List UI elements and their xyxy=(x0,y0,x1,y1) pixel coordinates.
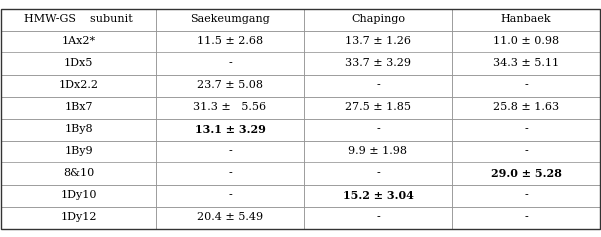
Bar xyxy=(156,163,304,184)
Bar xyxy=(452,141,600,163)
Text: 25.8 ± 1.63: 25.8 ± 1.63 xyxy=(493,102,559,113)
Bar xyxy=(304,96,452,118)
Bar xyxy=(156,31,304,53)
Text: -: - xyxy=(524,81,528,91)
Bar xyxy=(304,74,452,96)
Bar xyxy=(304,53,452,74)
Bar xyxy=(1,206,156,228)
Bar xyxy=(452,184,600,206)
Text: -: - xyxy=(524,213,528,223)
Text: -: - xyxy=(376,213,380,223)
Bar xyxy=(452,31,600,53)
Text: Chapingo: Chapingo xyxy=(351,14,405,24)
Text: -: - xyxy=(228,146,232,156)
Text: Hanbaek: Hanbaek xyxy=(501,14,551,24)
Bar xyxy=(1,184,156,206)
Text: HMW-GS    subunit: HMW-GS subunit xyxy=(24,14,133,24)
Bar xyxy=(1,141,156,163)
Bar xyxy=(304,163,452,184)
Text: Saekeumgang: Saekeumgang xyxy=(190,14,270,24)
Bar xyxy=(156,9,304,31)
Bar xyxy=(1,53,156,74)
Bar xyxy=(452,53,600,74)
Text: 1Dx5: 1Dx5 xyxy=(64,59,93,68)
Text: 13.7 ± 1.26: 13.7 ± 1.26 xyxy=(345,36,411,46)
Bar xyxy=(452,74,600,96)
Bar xyxy=(1,9,156,31)
Text: -: - xyxy=(524,191,528,201)
Text: -: - xyxy=(228,59,232,68)
Text: -: - xyxy=(376,124,380,135)
Text: 1Bx7: 1Bx7 xyxy=(64,102,93,113)
Bar xyxy=(156,118,304,141)
Text: 34.3 ± 5.11: 34.3 ± 5.11 xyxy=(493,59,559,68)
Text: 31.3 ±   5.56: 31.3 ± 5.56 xyxy=(194,102,267,113)
Bar xyxy=(304,118,452,141)
Bar xyxy=(156,74,304,96)
Text: 11.0 ± 0.98: 11.0 ± 0.98 xyxy=(493,36,559,46)
Text: 1Dx2.2: 1Dx2.2 xyxy=(58,81,99,91)
Bar xyxy=(1,96,156,118)
Text: 20.4 ± 5.49: 20.4 ± 5.49 xyxy=(197,213,263,223)
Bar xyxy=(1,118,156,141)
Text: 13.1 ± 3.29: 13.1 ± 3.29 xyxy=(195,124,266,135)
Bar xyxy=(156,206,304,228)
Text: 1By9: 1By9 xyxy=(64,146,93,156)
Text: 9.9 ± 1.98: 9.9 ± 1.98 xyxy=(349,146,407,156)
Text: 1Dy10: 1Dy10 xyxy=(60,191,97,201)
Bar xyxy=(304,184,452,206)
Bar xyxy=(1,163,156,184)
Text: -: - xyxy=(228,191,232,201)
Bar xyxy=(304,141,452,163)
Bar xyxy=(1,74,156,96)
Text: -: - xyxy=(524,124,528,135)
Text: 33.7 ± 3.29: 33.7 ± 3.29 xyxy=(345,59,411,68)
Bar xyxy=(156,96,304,118)
Bar xyxy=(452,118,600,141)
Text: -: - xyxy=(228,169,232,178)
Bar xyxy=(1,31,156,53)
Text: 1Dy12: 1Dy12 xyxy=(60,213,97,223)
Bar xyxy=(452,163,600,184)
Bar xyxy=(304,206,452,228)
Bar xyxy=(452,206,600,228)
Text: 1Ax2*: 1Ax2* xyxy=(61,36,96,46)
Text: 29.0 ± 5.28: 29.0 ± 5.28 xyxy=(490,168,561,179)
Text: 11.5 ± 2.68: 11.5 ± 2.68 xyxy=(197,36,263,46)
Text: 15.2 ± 3.04: 15.2 ± 3.04 xyxy=(343,190,413,201)
Text: 1By8: 1By8 xyxy=(64,124,93,135)
Bar xyxy=(304,31,452,53)
Text: 27.5 ± 1.85: 27.5 ± 1.85 xyxy=(345,102,411,113)
Text: -: - xyxy=(376,81,380,91)
Bar xyxy=(156,184,304,206)
Bar xyxy=(156,53,304,74)
Bar xyxy=(452,9,600,31)
Bar xyxy=(452,96,600,118)
Bar xyxy=(156,141,304,163)
Text: -: - xyxy=(524,146,528,156)
Text: -: - xyxy=(376,169,380,178)
Bar xyxy=(304,9,452,31)
Text: 8&10: 8&10 xyxy=(63,169,94,178)
Text: 23.7 ± 5.08: 23.7 ± 5.08 xyxy=(197,81,263,91)
